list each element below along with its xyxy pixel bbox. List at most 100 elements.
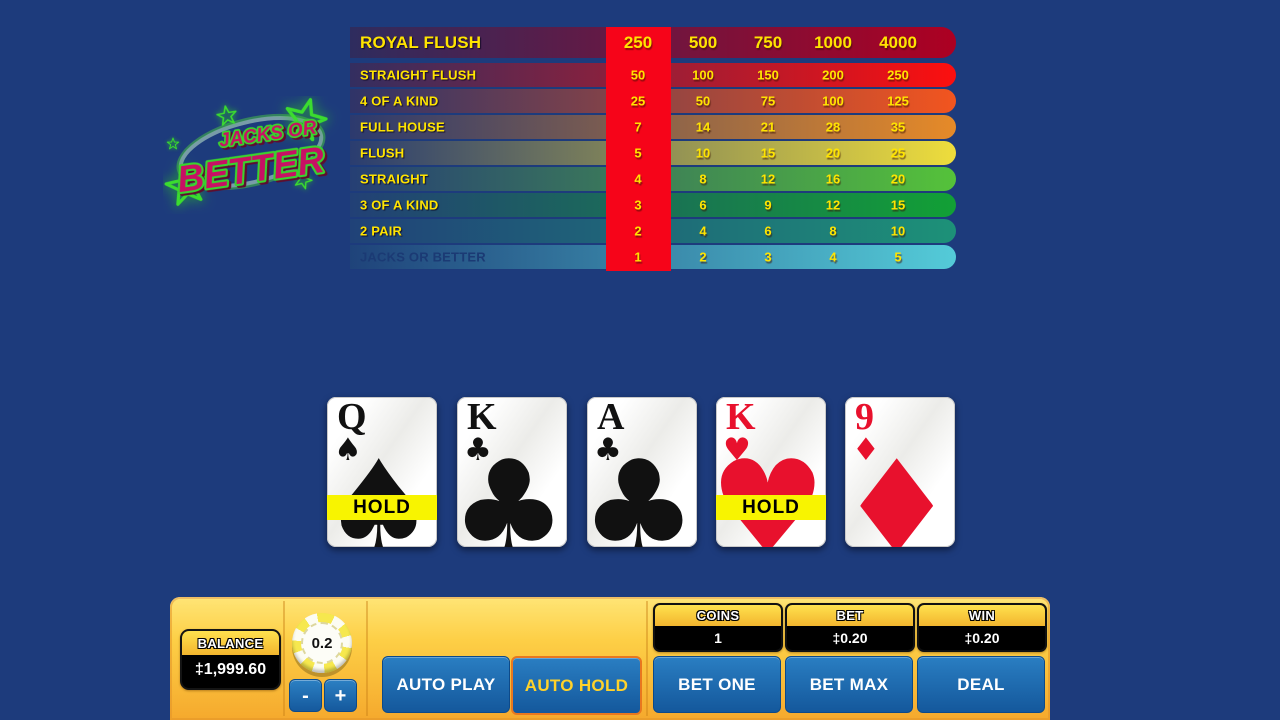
card-2-king-of-clubs[interactable]: K ♣ ♣ HOLD — [457, 397, 567, 547]
hand-label: 4 OF A KIND — [360, 93, 439, 109]
payout-value: 5 — [634, 145, 642, 161]
hand-label: ROYAL FLUSH — [360, 32, 482, 52]
auto-hold-button[interactable]: AUTO HOLD — [511, 656, 642, 715]
payout-value: 2 — [699, 249, 707, 265]
payout-value: 200 — [822, 67, 844, 83]
control-bar: BALANCE ‡1,999.60 0.2 - + AUTO PLAY AUTO… — [170, 597, 1050, 720]
coins-label: COINS — [655, 605, 781, 626]
club-icon: ♣ — [594, 432, 622, 468]
win-label: WIN — [919, 605, 1045, 626]
bet-chip[interactable]: 0.2 — [292, 613, 352, 673]
selected-bet-column-highlight — [606, 27, 671, 271]
balance-label: BALANCE — [182, 631, 279, 655]
payout-value: 50 — [630, 67, 646, 83]
payout-value: 15 — [760, 145, 776, 161]
card-rank: 9 — [855, 397, 874, 438]
hand-label: 3 OF A KIND — [360, 197, 439, 213]
card-5-nine-of-diamonds[interactable]: 9 ♦ ♦ HOLD — [845, 397, 955, 547]
payout-value: 500 — [688, 32, 718, 52]
payout-value: 150 — [757, 67, 779, 83]
card-rank: K — [726, 397, 756, 438]
payout-value: 10 — [890, 223, 906, 239]
card-rank: A — [597, 397, 625, 438]
payout-value: 21 — [760, 119, 776, 135]
logo-line2: BETTER — [175, 139, 328, 200]
payout-value: 75 — [760, 93, 776, 109]
coins-display: COINS 1 — [653, 603, 783, 652]
hand-label: FULL HOUSE — [360, 119, 445, 135]
payout-value: 3 — [634, 197, 642, 213]
club-icon: ♣ — [457, 432, 567, 547]
payout-value: 4 — [829, 249, 837, 265]
payout-value: 100 — [692, 67, 714, 83]
payout-value: 9 — [764, 197, 772, 213]
payout-value: 50 — [695, 93, 711, 109]
card-1-queen-of-spades[interactable]: Q ♠ ♠ HOLD — [327, 397, 437, 547]
payout-value: 14 — [695, 119, 711, 135]
diamond-icon: ♦ — [845, 432, 955, 547]
bet-max-button[interactable]: BET MAX — [785, 656, 913, 713]
payout-value: 25 — [630, 93, 646, 109]
bet-label: BET — [787, 605, 913, 626]
auto-play-button[interactable]: AUTO PLAY — [382, 656, 510, 713]
payout-value: 2 — [634, 223, 642, 239]
payout-value: 28 — [825, 119, 841, 135]
balance-value: ‡1,999.60 — [194, 660, 267, 678]
payout-value: 10 — [695, 145, 711, 161]
heart-icon: ♥ — [723, 432, 751, 468]
hand-label: STRAIGHT FLUSH — [360, 67, 477, 83]
payout-value: 100 — [822, 93, 844, 109]
bet-value: ‡0.20 — [832, 630, 868, 646]
swoosh-ellipse-glow — [176, 113, 326, 191]
paytable: ROYAL FLUSH 250 500 750 1000 4000 STRAIG… — [350, 27, 956, 273]
hold-banner: HOLD — [716, 495, 826, 520]
payout-value: 4 — [699, 223, 707, 239]
bet-one-button[interactable]: BET ONE — [653, 656, 781, 713]
jacks-or-better-logo: JACKS OR BETTER — [163, 96, 332, 208]
hold-label: HOLD — [353, 496, 411, 518]
section-divider — [366, 601, 368, 716]
win-value: ‡0.20 — [964, 630, 1000, 646]
payout-value: 6 — [699, 197, 707, 213]
payout-value: 25 — [890, 145, 906, 161]
section-divider — [646, 601, 648, 716]
payout-value: 5 — [894, 249, 902, 265]
section-divider — [283, 601, 285, 716]
diamond-icon: ♦ — [852, 432, 880, 468]
spade-icon: ♠ — [334, 432, 362, 468]
payout-value: 7 — [634, 119, 642, 135]
payout-value: 1000 — [814, 32, 852, 52]
deal-button[interactable]: DEAL — [917, 656, 1045, 713]
win-display: WIN ‡0.20 — [917, 603, 1047, 652]
payout-value: 1 — [634, 249, 642, 265]
payout-value: 750 — [753, 32, 783, 52]
payout-value: 4000 — [879, 32, 917, 52]
payout-value: 3 — [764, 249, 772, 265]
club-icon: ♣ — [464, 432, 492, 468]
payout-value: 250 — [623, 32, 653, 52]
star-icon — [215, 103, 239, 127]
chip-value: 0.2 — [301, 622, 343, 664]
payout-value: 8 — [829, 223, 837, 239]
card-3-ace-of-clubs[interactable]: A ♣ ♣ HOLD — [587, 397, 697, 547]
payout-value: 12 — [825, 197, 841, 213]
hand-label: FLUSH — [360, 145, 405, 161]
balance-display: BALANCE ‡1,999.60 — [180, 629, 281, 690]
hand-label: STRAIGHT — [360, 171, 429, 187]
hold-label: HOLD — [742, 496, 800, 518]
payout-value: 15 — [890, 197, 906, 213]
paytable-row-straight: STRAIGHT 4 8 12 16 20 — [350, 167, 956, 191]
coins-value: 1 — [714, 630, 722, 646]
payout-value: 6 — [764, 223, 772, 239]
card-rank: K — [467, 397, 497, 438]
decrease-bet-button[interactable]: - — [289, 679, 322, 712]
payout-value: 125 — [887, 93, 909, 109]
increase-bet-button[interactable]: + — [324, 679, 357, 712]
club-icon: ♣ — [587, 432, 697, 547]
payout-value: 8 — [699, 171, 707, 187]
payout-value: 20 — [890, 171, 906, 187]
card-4-king-of-hearts[interactable]: K ♥ ♥ HOLD — [716, 397, 826, 547]
payout-value: 250 — [887, 67, 909, 83]
payout-value: 12 — [760, 171, 776, 187]
payout-value: 20 — [825, 145, 841, 161]
